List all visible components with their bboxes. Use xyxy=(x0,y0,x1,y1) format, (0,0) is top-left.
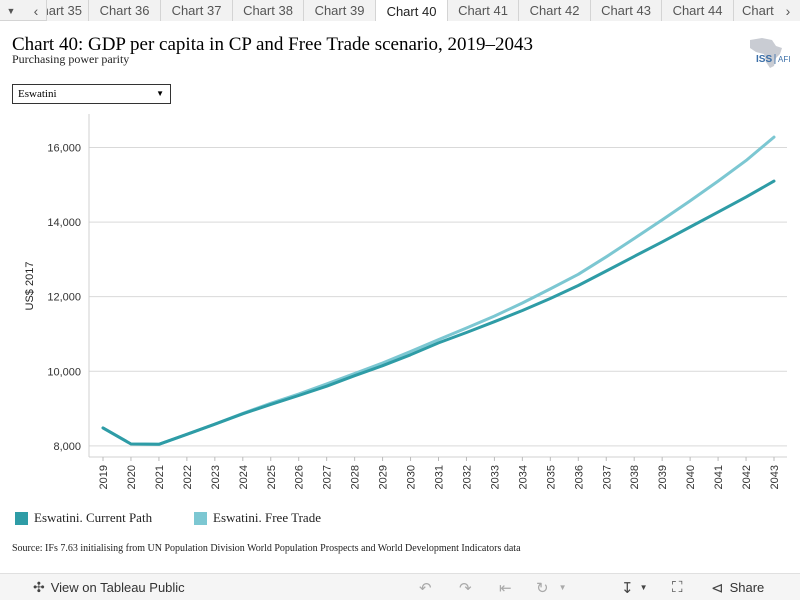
caret-down-icon: ▼ xyxy=(558,583,567,592)
caret-down-icon[interactable]: ▼ xyxy=(6,5,16,16)
legend-label: Eswatini. Free Trade xyxy=(213,510,321,525)
tab-list: Chart 35 Chart 36 Chart 37 Chart 38 Char… xyxy=(0,0,776,21)
x-tick-label: 2025 xyxy=(266,465,278,489)
y-tick-label: 16,000 xyxy=(47,143,81,155)
chart-svg: 8,000 10,000 12,000 14,000 16,000 2019 2020 202… xyxy=(24,114,787,489)
tab-label: Chart 38 xyxy=(243,3,293,18)
x-tick-label: 2040 xyxy=(685,465,697,489)
tab-chart-40[interactable]: Chart 40 xyxy=(375,0,447,21)
x-tick-label: 2038 xyxy=(629,465,641,489)
fullscreen-icon[interactable]: ⛶ xyxy=(672,574,683,600)
series-line-current-path xyxy=(101,179,776,446)
x-tick-label: 2033 xyxy=(489,465,501,489)
x-tick-label: 2020 xyxy=(126,465,138,489)
y-tick-label: 14,000 xyxy=(47,217,81,229)
revert-icon[interactable]: ⇤ xyxy=(499,574,512,600)
tab-label: Chart 44 xyxy=(672,3,723,18)
legend-swatch xyxy=(15,511,28,525)
legend-item-free-trade[interactable]: Eswatini. Free Trade xyxy=(194,509,321,527)
x-tick-label: 2034 xyxy=(517,465,529,489)
legend-label: Eswatini. Current Path xyxy=(34,510,153,525)
y-tick-label: 8,000 xyxy=(53,441,81,453)
x-tick-label: 2023 xyxy=(210,465,222,489)
tab-label: Chart 42 xyxy=(529,3,580,18)
tab-label: Chart 40 xyxy=(386,3,437,19)
caret-down-icon: ▼ xyxy=(156,89,164,98)
download-icon[interactable]: ↧ ▼ xyxy=(621,574,648,600)
chevron-right-icon[interactable]: › xyxy=(776,0,800,21)
x-tick-label: 2026 xyxy=(294,465,306,489)
x-tick-label: 2043 xyxy=(769,465,781,489)
view-on-tableau-link[interactable]: ✣ View on Tableau Public xyxy=(33,574,185,600)
caret-down-icon: ▼ xyxy=(639,583,648,592)
undo-glyph: ↶ xyxy=(419,579,432,597)
y-axis-label: US$ 2017 xyxy=(24,262,36,311)
x-tick-label: 2027 xyxy=(322,465,334,489)
x-tick-label: 2031 xyxy=(434,465,446,489)
tab-chart-35[interactable]: Chart 35 xyxy=(46,0,88,21)
x-tick-label: 2019 xyxy=(98,465,110,489)
tab-label: Chart 36 xyxy=(99,3,150,18)
tab-label: Chart 45 xyxy=(742,3,776,18)
tab-chart-42[interactable]: Chart 42 xyxy=(518,0,590,21)
x-tick-label: 2041 xyxy=(713,465,725,489)
series-line-free-trade xyxy=(101,135,776,446)
x-tick-label: 2029 xyxy=(378,465,390,489)
legend-swatch xyxy=(194,511,207,525)
refresh-icon[interactable]: ↻ ▼ xyxy=(536,574,567,600)
tab-chart-38[interactable]: Chart 38 xyxy=(232,0,303,21)
x-tick-label: 2028 xyxy=(350,465,362,489)
chart-title: Chart 40: GDP per capita in CP and Free … xyxy=(12,34,534,55)
x-tick-label: 2039 xyxy=(657,465,669,489)
tab-chart-37[interactable]: Chart 37 xyxy=(160,0,232,21)
tableau-toolbar: ✣ View on Tableau Public ↶ ↷ ⇤ ↻ ▼ ↧ ▼ ⛶ ⊲… xyxy=(0,573,800,600)
tab-chart-41[interactable]: Chart 41 xyxy=(447,0,518,21)
source-note: Source: IFs 7.63 initialising from UN Po… xyxy=(12,543,521,554)
tab-chart-44[interactable]: Chart 44 xyxy=(661,0,733,21)
tab-strip: Chart 35 Chart 36 Chart 37 Chart 38 Char… xyxy=(0,0,800,21)
tab-label: Chart 39 xyxy=(314,3,365,18)
country-select-value: Eswatini xyxy=(18,88,57,100)
x-tick-label: 2030 xyxy=(406,465,418,489)
tab-chart-39[interactable]: Chart 39 xyxy=(303,0,375,21)
svg-text:AFI: AFI xyxy=(778,55,790,64)
chevron-left-icon[interactable]: ‹ xyxy=(33,2,39,19)
tab-label: Chart 35 xyxy=(47,3,82,18)
tab-chart-43[interactable]: Chart 43 xyxy=(590,0,661,21)
tab-label: Chart 41 xyxy=(458,3,508,18)
refresh-glyph: ↻ xyxy=(536,579,549,597)
line-chart: 8,000 10,000 12,000 14,000 16,000 2019 2020 202… xyxy=(0,108,800,498)
share-button[interactable]: ⊲ Share xyxy=(711,574,764,600)
x-tick-label: 2021 xyxy=(154,465,166,489)
iss-afi-logo: ISS AFI xyxy=(742,36,792,70)
tab-chart-36[interactable]: Chart 36 xyxy=(88,0,160,21)
revert-glyph: ⇤ xyxy=(499,579,512,597)
x-tick-label: 2022 xyxy=(182,465,194,489)
share-icon: ⊲ xyxy=(711,579,724,597)
download-glyph: ↧ xyxy=(621,579,634,597)
redo-glyph: ↷ xyxy=(459,579,472,597)
redo-icon[interactable]: ↷ xyxy=(459,574,472,600)
x-tick-label: 2037 xyxy=(601,465,613,489)
x-tick-label: 2024 xyxy=(238,465,250,489)
x-tick-label: 2042 xyxy=(741,465,753,489)
africa-map-icon: ISS AFI xyxy=(750,38,790,68)
chart-subtitle: Purchasing power parity xyxy=(12,52,130,66)
tab-label: Chart 37 xyxy=(171,3,222,18)
y-tick-label: 10,000 xyxy=(47,366,81,378)
x-tick-label: 2032 xyxy=(461,465,473,489)
x-tick-label: 2035 xyxy=(545,465,557,489)
tab-chart-45[interactable]: Chart 45 xyxy=(733,0,776,21)
svg-text:ISS: ISS xyxy=(756,54,772,65)
country-select[interactable]: Eswatini ▼ xyxy=(12,84,171,104)
undo-icon[interactable]: ↶ xyxy=(419,574,432,600)
legend-item-current-path[interactable]: Eswatini. Current Path xyxy=(15,509,152,527)
view-on-tableau-label: View on Tableau Public xyxy=(50,580,185,595)
x-tick-label: 2036 xyxy=(573,465,585,489)
tableau-icon: ✣ xyxy=(33,579,45,595)
fullscreen-glyph: ⛶ xyxy=(672,579,683,596)
tab-label: Chart 43 xyxy=(601,3,651,18)
y-tick-label: 12,000 xyxy=(47,292,81,304)
share-label: Share xyxy=(729,580,765,595)
